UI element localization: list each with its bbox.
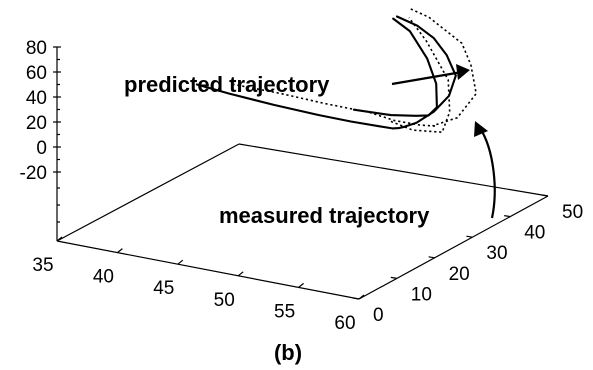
- y-tick-mark: [504, 215, 511, 218]
- x-tick-mark: [177, 259, 184, 265]
- y-tick-label: 30: [486, 243, 507, 264]
- predicted-trajectory-line: [352, 17, 438, 117]
- floor-far-edge-line: [238, 143, 549, 197]
- x-tick-label: 35: [32, 255, 53, 276]
- x-tick-label: 40: [93, 267, 114, 288]
- axes-layer: -20 0 20 40 60 80 35 40 45 50 55 60 0 10 20 30 40 50: [20, 38, 584, 334]
- floor-back-edge-line: [56, 143, 240, 242]
- annotation-layer: predicted trajectory measured trajectory: [124, 64, 496, 228]
- x-tick-label: 55: [274, 301, 295, 322]
- x-tick-mark: [117, 248, 123, 254]
- y-tick-mark: [390, 276, 397, 279]
- x-tick-mark: [358, 294, 365, 300]
- measured-trajectory-arrow: [479, 127, 496, 219]
- x-tick-mark: [298, 282, 304, 288]
- y-tick-label: 50: [562, 202, 583, 223]
- x-tick-label: 60: [334, 313, 355, 334]
- y-tick-label: 10: [411, 284, 432, 305]
- z-tick-label: 80: [26, 38, 47, 59]
- z-tick-label: 20: [26, 113, 47, 134]
- y-tick-mark: [352, 297, 360, 300]
- predicted-trajectory-label: predicted trajectory: [124, 72, 330, 97]
- x-tick-mark: [56, 236, 63, 242]
- predicted-trajectory-line: [195, 15, 457, 130]
- measured-trajectory-arrowhead: [474, 121, 488, 137]
- y-tick-label: 20: [449, 264, 470, 285]
- y-tick-mark: [428, 256, 435, 259]
- z-tick-label: -20: [20, 163, 47, 184]
- x-tick-label: 45: [153, 278, 174, 299]
- z-tick-label: 40: [26, 88, 47, 109]
- measured-trajectory-line: [390, 17, 451, 133]
- z-tick-label: 0: [36, 138, 47, 159]
- measured-trajectory-line: [232, 7, 477, 127]
- z-tick-label: 60: [26, 63, 47, 84]
- y-tick-mark: [466, 235, 473, 238]
- y-axis-line: [358, 195, 549, 300]
- x-tick-mark: [237, 271, 244, 277]
- series-layer: [195, 7, 477, 133]
- y-tick-label: 40: [524, 223, 545, 244]
- y-tick-label: 0: [373, 305, 384, 326]
- x-axis-line: [56, 240, 360, 300]
- x-tick-label: 50: [214, 290, 235, 311]
- predicted-trajectory-arrowhead: [456, 64, 470, 80]
- predicted-trajectory-arrow: [391, 70, 463, 86]
- measured-trajectory-label: measured trajectory: [219, 203, 430, 228]
- y-tick-mark: [541, 194, 549, 197]
- figure-caption: (b): [274, 340, 302, 365]
